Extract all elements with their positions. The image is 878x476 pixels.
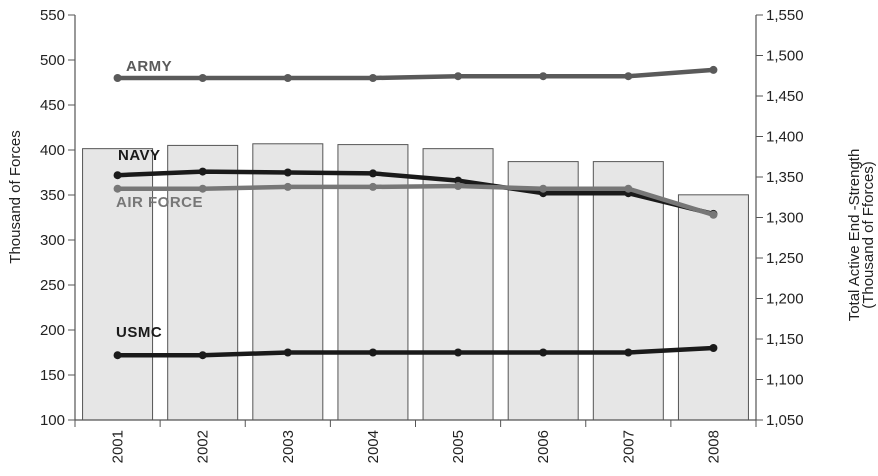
point-air-force-2004 (368, 182, 377, 191)
right-tick-label: 1,400 (766, 129, 804, 146)
left-tick-label: 100 (40, 412, 65, 429)
x-tick-label-2007: 2007 (620, 430, 637, 463)
axes-group: 100 150 200 250 300 350 400 450 500 550 1,050 1,100… (40, 7, 804, 463)
point-air-force-2001 (113, 184, 122, 193)
point-usmc-2005 (454, 348, 463, 357)
series-label-air-force: AIR FORCE (116, 194, 203, 211)
x-tick-label-2001: 2001 (110, 430, 127, 463)
point-air-force-2002 (198, 184, 207, 193)
right-axis-title-line1: Total Active End -Strength (846, 149, 863, 322)
left-tick-label: 450 (40, 97, 65, 114)
left-tick-label: 350 (40, 187, 65, 204)
point-usmc-2007 (624, 348, 633, 357)
left-tick-label: 150 (40, 367, 65, 384)
right-tick-label: 1,100 (766, 372, 804, 389)
right-tick-label: 1,050 (766, 412, 804, 429)
series-label-usmc: USMC (116, 324, 162, 341)
left-tick-label: 400 (40, 142, 65, 159)
right-tick-label: 1,450 (766, 88, 804, 105)
point-navy-2002 (198, 167, 207, 176)
right-tick-label: 1,350 (766, 169, 804, 186)
point-army-2002 (198, 74, 207, 82)
x-tick-label-2004: 2004 (365, 430, 382, 463)
point-navy-2004 (368, 169, 377, 178)
bar-2001 (82, 148, 154, 421)
right-tick-label: 1,500 (766, 48, 804, 65)
bar-2005 (422, 148, 494, 421)
right-tick-label: 1,200 (766, 291, 804, 308)
point-air-force-2006 (539, 184, 548, 193)
point-air-force-2005 (454, 182, 463, 190)
point-navy-2001 (113, 171, 122, 180)
x-tick-label-2008: 2008 (705, 430, 722, 463)
line-group (113, 65, 718, 360)
right-tick-label: 1,300 (766, 210, 804, 227)
bar-2006 (507, 161, 579, 421)
point-usmc-2001 (113, 351, 122, 360)
series-line-army (117, 67, 714, 81)
point-army-2006 (539, 72, 548, 81)
point-usmc-2004 (368, 348, 377, 357)
bar-group (82, 143, 749, 421)
x-tick-label-2002: 2002 (195, 430, 212, 463)
point-navy-2003 (283, 168, 292, 177)
left-tick-label: 550 (40, 7, 65, 24)
right-tick-label: 1,550 (766, 7, 804, 24)
left-tick-label: 250 (40, 277, 65, 294)
series-label-navy: NAVY (118, 147, 161, 164)
series-line-usmc (117, 345, 714, 358)
bar-2008 (677, 194, 749, 421)
point-army-2003 (283, 74, 292, 82)
point-air-force-2003 (283, 182, 292, 191)
point-usmc-2006 (539, 348, 548, 357)
point-usmc-2003 (283, 348, 292, 357)
x-tick-label-2003: 2003 (280, 430, 297, 463)
right-tick-label: 1,150 (766, 331, 804, 348)
point-army-2001 (113, 74, 122, 82)
series-labels: ARMY NAVY AIR FORCE USMC (116, 58, 203, 341)
point-army-2008 (709, 65, 718, 74)
series-line-navy (117, 169, 714, 217)
point-air-force-2007 (624, 184, 633, 193)
series-label-army: ARMY (126, 58, 172, 75)
left-tick-label: 500 (40, 52, 65, 69)
point-army-2004 (368, 74, 377, 82)
x-tick-label-2006: 2006 (535, 430, 552, 463)
point-army-2005 (454, 72, 463, 81)
point-usmc-2002 (198, 351, 207, 360)
series-line-air-force (117, 183, 715, 217)
left-tick-label: 200 (40, 322, 65, 339)
right-tick-label: 1,250 (766, 250, 804, 267)
point-air-force-2008 (709, 210, 718, 219)
point-usmc-2008 (709, 344, 718, 352)
point-army-2007 (624, 72, 633, 81)
x-tick-label-2005: 2005 (450, 430, 467, 463)
left-tick-label: 300 (40, 232, 65, 249)
left-axis-title: Thousand of Forces (7, 130, 24, 263)
right-axis-title-line2: (Thousand of Fforces) (860, 161, 877, 309)
